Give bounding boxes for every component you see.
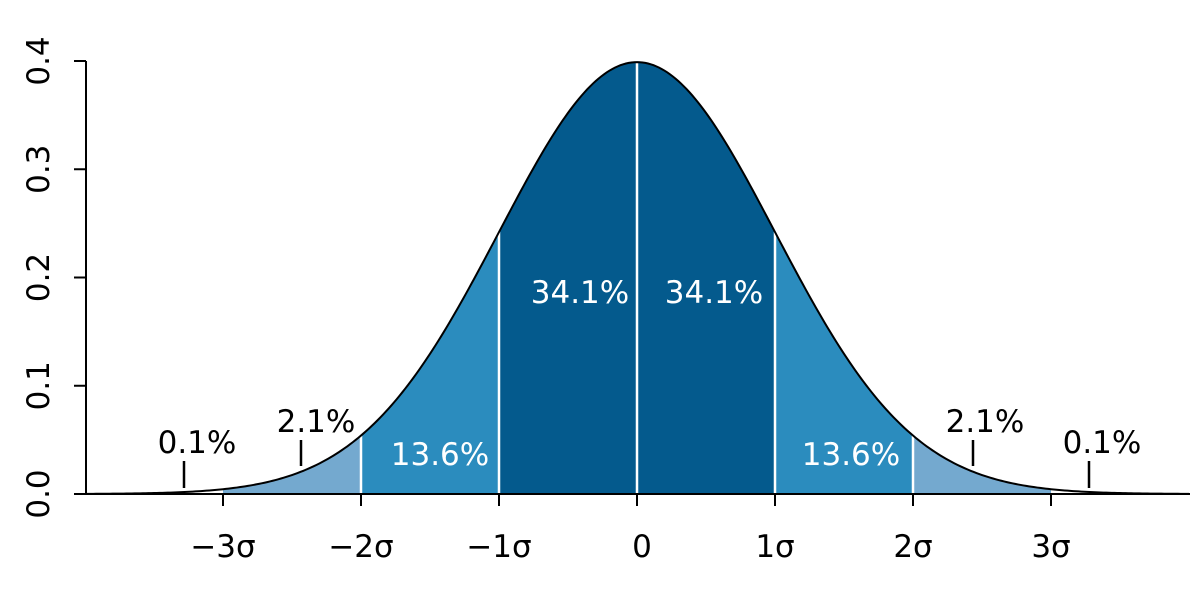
region-fill-3	[637, 62, 775, 494]
y-tick-label: 0.1	[21, 361, 57, 410]
y-tick-label: 0.0	[21, 469, 57, 518]
y-tick-label: 0.3	[21, 145, 57, 194]
x-tick-label: 3σ	[1031, 529, 1070, 565]
x-tick-label: 1σ	[755, 529, 794, 565]
tail-label: 0.1%	[1063, 425, 1142, 461]
tail-label: 0.1%	[158, 425, 237, 461]
x-tick-label: −1σ	[466, 529, 531, 565]
region-label: 34.1%	[531, 275, 629, 311]
x-tick-label: −2σ	[328, 529, 393, 565]
region-label: 2.1%	[277, 404, 356, 440]
region-fill-0	[223, 435, 361, 494]
x-tick-label: −3σ	[190, 529, 255, 565]
x-tick-label: 2σ	[893, 529, 932, 565]
y-tick-label: 0.4	[21, 36, 57, 85]
region-label: 13.6%	[391, 437, 489, 473]
density-curve	[84, 61, 1190, 495]
region-fill-5	[913, 435, 1051, 494]
region-fill-2	[499, 62, 637, 494]
region-label: 34.1%	[665, 275, 763, 311]
x-tick-label: 0	[632, 529, 652, 565]
y-tick-label: 0.2	[21, 253, 57, 302]
region-label: 13.6%	[802, 437, 900, 473]
region-label: 2.1%	[946, 404, 1025, 440]
